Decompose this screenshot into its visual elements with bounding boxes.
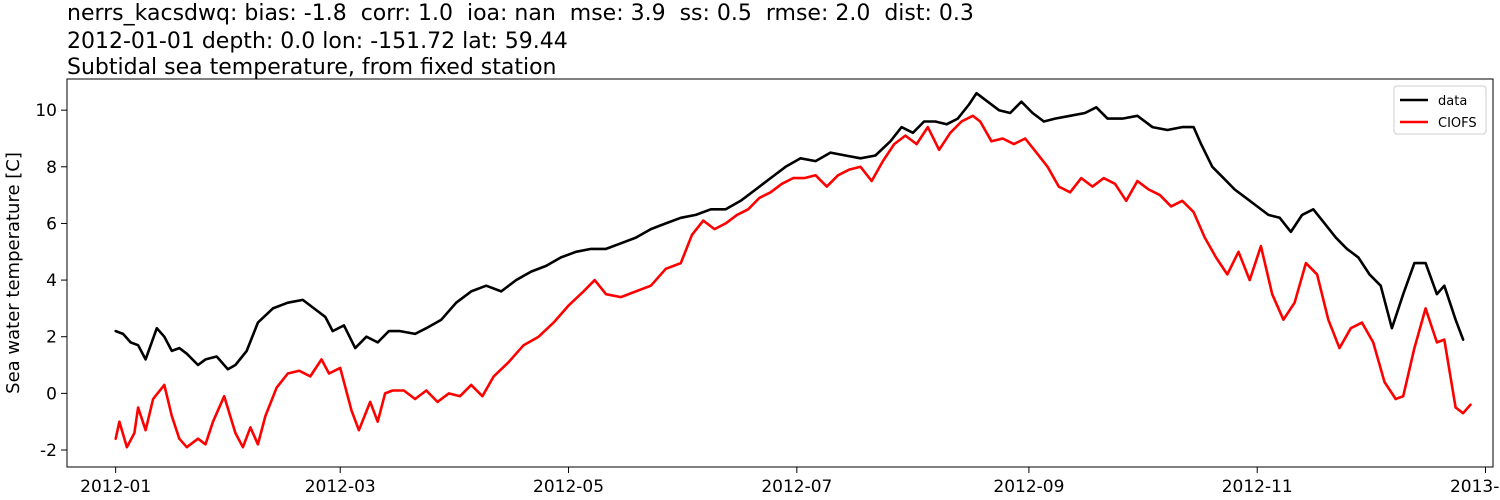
chart-title-line-1: nerrs_kacsdwq: bias: -1.8 corr: 1.0 ioa:…	[67, 1, 974, 26]
x-tick-label: 2012-05	[533, 477, 604, 497]
chart-title-line-3: Subtidal sea temperature, from fixed sta…	[67, 55, 557, 80]
y-tick-label: 4	[46, 271, 57, 291]
x-tick-label: 2013-01	[1450, 477, 1500, 497]
y-tick-label: -2	[40, 441, 57, 461]
y-tick-label: 2	[46, 328, 57, 348]
y-axis-label: Sea water temperature [C]	[3, 152, 24, 394]
series-layer	[114, 91, 1472, 449]
y-tick-label: 10	[35, 101, 57, 121]
x-tick-label: 2012-07	[761, 477, 832, 497]
series-line-data	[114, 91, 1465, 371]
series-line-ciofs	[114, 114, 1472, 449]
x-tick-label: 2012-03	[305, 477, 376, 497]
plot-frame	[66, 78, 1494, 468]
x-tick-label: 2012-09	[993, 477, 1064, 497]
y-tick-label: 6	[46, 214, 57, 234]
y-axis: -2 0 2 4 6 8 10	[35, 101, 67, 461]
legend: data CIOFS	[1393, 85, 1487, 135]
x-axis: 2012-01 2012-03 2012-05 2012-07 2012-09 2012-…	[80, 467, 1500, 497]
y-tick-label: 8	[46, 158, 57, 178]
y-tick-label: 0	[46, 384, 57, 404]
legend-label-data: data	[1438, 94, 1467, 109]
x-tick-label: 2012-01	[80, 477, 151, 497]
chart-title-line-2: 2012-01-01 depth: 0.0 lon: -151.72 lat: …	[67, 29, 568, 54]
legend-label-ciofs: CIOFS	[1438, 116, 1477, 131]
x-tick-label: 2012-11	[1222, 477, 1293, 497]
